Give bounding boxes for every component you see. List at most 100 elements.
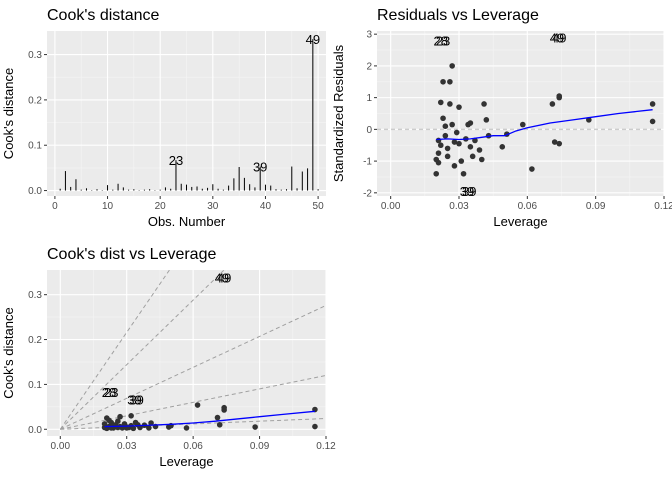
panel-title: Residuals vs Leverage: [377, 7, 539, 24]
data-point: [460, 170, 467, 177]
point-label: 49: [217, 271, 231, 286]
x-ticks: 0.00 0.03 0.06 0.09 0.12: [51, 436, 336, 452]
y-tick-label: 0.2: [28, 95, 42, 106]
bars: [59, 39, 319, 191]
panel-title: Cook's distance: [47, 7, 160, 24]
data-point: [451, 163, 458, 169]
data-point: [467, 144, 474, 150]
y-axis-title: Cook's distance: [1, 307, 16, 398]
x-tick-label: 0.06: [183, 441, 203, 452]
data-point: [435, 137, 442, 144]
data-point: [556, 140, 563, 147]
data-point: [101, 421, 108, 427]
y-tick-label: -1: [363, 157, 372, 168]
x-ticks: 0.00 0.03 0.06 0.09 0.12: [381, 196, 672, 212]
data-point: [456, 104, 462, 110]
point-label: 49: [552, 30, 566, 45]
point-labels: 23 39 49: [169, 32, 320, 174]
data-point: [252, 424, 258, 430]
y-tick-label: 1: [366, 93, 372, 104]
data-point: [481, 101, 487, 107]
data-point: [447, 78, 453, 85]
data-point: [551, 139, 558, 145]
data-point: [649, 118, 656, 125]
x-tick-label: 0.06: [518, 201, 538, 212]
data-point: [467, 120, 474, 126]
data-point: [442, 123, 449, 129]
contour-line: [60, 374, 326, 430]
data-point: [451, 139, 458, 145]
point-label: 23: [104, 385, 118, 400]
x-tick-label: 0.03: [449, 201, 469, 212]
data-point: [476, 147, 483, 153]
x-ticks: 0 10 20 30 40 50: [52, 196, 324, 212]
y-tick-label: 0.1: [28, 141, 42, 152]
x-tick-label: 30: [207, 201, 219, 212]
x-tick-label: 0.12: [316, 441, 336, 452]
x-tick-label: 0: [52, 201, 58, 212]
y-tick-label: -2: [363, 188, 372, 199]
x-axis-title: Obs. Number: [148, 214, 226, 229]
grid: [377, 31, 665, 196]
x-tick-label: 0.00: [381, 201, 401, 212]
x-tick-label: 0.09: [250, 441, 270, 452]
y-ticks: 0.0 0.1 0.2 0.3: [28, 50, 47, 197]
y-tick-label: 0.3: [28, 50, 42, 61]
x-tick-label: 0.03: [117, 441, 137, 452]
y-tick-label: 0.0: [28, 425, 42, 436]
data-point: [444, 145, 451, 152]
x-tick-label: 0.09: [586, 201, 606, 212]
data-point: [549, 101, 556, 107]
point-label: 28: [102, 385, 116, 400]
smooth-line: [104, 410, 315, 428]
point-label: 49: [215, 271, 229, 286]
point-label: 39: [462, 184, 476, 199]
points: [433, 63, 656, 177]
data-point: [556, 93, 563, 99]
x-tick-label: 40: [260, 201, 272, 212]
data-point: [437, 142, 444, 149]
data-point: [456, 140, 462, 147]
data-point: [447, 101, 453, 107]
y-tick-label: 3: [366, 30, 372, 41]
y-tick-label: 0.1: [28, 380, 42, 391]
data-point: [435, 159, 442, 166]
data-point: [649, 101, 656, 107]
data-point: [478, 156, 485, 163]
point-label: 23: [436, 34, 450, 49]
y-tick-label: 2: [366, 61, 372, 72]
point-label: 49: [550, 30, 564, 45]
point-label: 28: [434, 34, 448, 49]
data-point: [437, 99, 444, 106]
point-label: 39: [460, 184, 474, 199]
y-axis-title: Cook's distance: [1, 68, 16, 159]
data-point: [117, 413, 123, 420]
y-ticks: -2 -1 0 1 2 3: [363, 30, 377, 199]
x-axis-title: Leverage: [159, 454, 213, 469]
data-point: [214, 414, 221, 421]
data-point: [449, 121, 455, 128]
point-label: 49: [306, 32, 320, 47]
data-point: [444, 153, 451, 160]
data-point: [312, 423, 318, 430]
data-point: [469, 153, 476, 160]
point-label: 39: [129, 393, 143, 408]
data-point: [433, 170, 440, 177]
data-point: [529, 166, 535, 172]
data-point: [194, 402, 201, 408]
contour-line: [59, 270, 225, 430]
data-point: [440, 78, 446, 85]
x-tick-label: 0.12: [654, 201, 672, 212]
data-point: [449, 63, 455, 69]
y-tick-label: 0.2: [28, 335, 42, 346]
y-tick-label: 0.0: [28, 186, 42, 197]
point-label: 39: [253, 160, 267, 175]
smooth-line: [436, 109, 653, 141]
data-point: [435, 150, 442, 156]
data-point: [453, 129, 460, 136]
data-point: [148, 420, 154, 426]
